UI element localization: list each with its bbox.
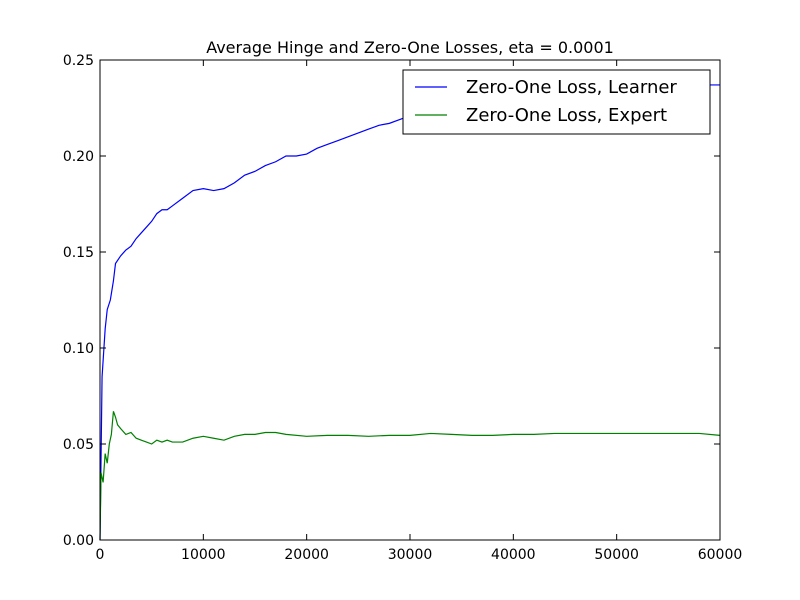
y-tick-label: 0.10 — [63, 341, 94, 357]
x-tick-label: 50000 — [594, 547, 639, 563]
legend-box — [402, 69, 711, 135]
axis-ticks: 0 10000 20000 30000 40000 50000 60000 0.00 0.05 0… — [63, 53, 742, 563]
y-tick-label: 0.15 — [63, 245, 94, 261]
legend-label-1: Zero-One Loss, Expert — [466, 105, 667, 126]
x-tick-label: 20000 — [284, 547, 329, 563]
x-tick-label: 0 — [96, 547, 105, 563]
y-tick-label: 0.20 — [63, 149, 94, 165]
chart-title: Average Hinge and Zero-One Losses, eta =… — [206, 38, 614, 57]
x-tick-label: 40000 — [491, 547, 536, 563]
x-tick-label: 60000 — [698, 547, 743, 563]
legend: Zero-One Loss, Learner Zero-One Loss, Exp… — [402, 69, 711, 135]
y-tick-label: 0.00 — [63, 533, 94, 549]
y-tick-label: 0.05 — [63, 437, 94, 453]
legend-label-0: Zero-One Loss, Learner — [466, 77, 677, 98]
y-tick-label: 0.25 — [63, 53, 94, 69]
x-tick-label: 30000 — [388, 547, 433, 563]
x-tick-label: 10000 — [181, 547, 226, 563]
series-line-1 — [99, 411, 721, 541]
